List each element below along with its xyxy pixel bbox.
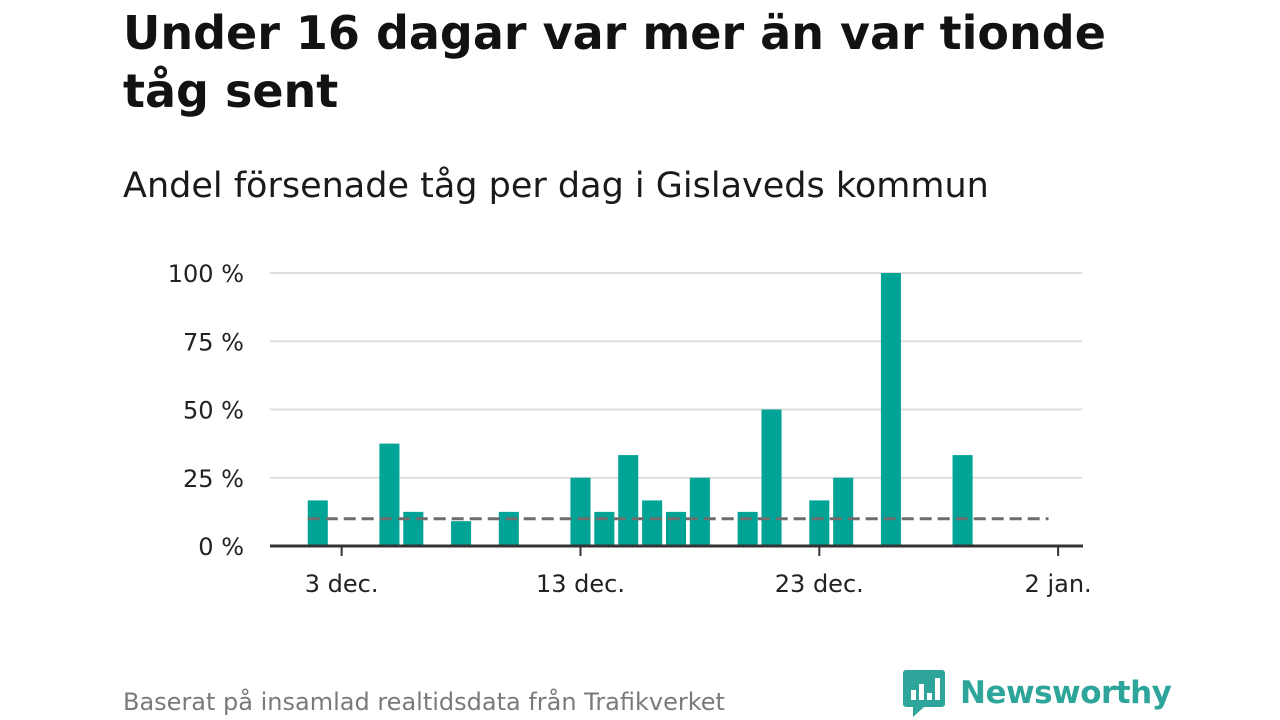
y-tick-label: 50 % — [183, 397, 244, 425]
source-note: Baserat på insamlad realtidsdata från Tr… — [123, 688, 725, 716]
bar — [498, 511, 519, 546]
brand-name: Newsworthy — [960, 675, 1172, 711]
y-axis-ticks: 0 % 25 % 50 % 75 % 100 % — [168, 260, 244, 561]
bar — [403, 511, 424, 546]
y-tick-label: 100 % — [168, 260, 244, 288]
bar — [379, 443, 400, 546]
x-axis: 3 dec. 13 dec. 23 dec. 2 jan. — [270, 544, 1092, 598]
y-tick-label: 75 % — [183, 328, 244, 356]
chart-title: Under 16 dagar var mer än var tionde tåg… — [123, 6, 1106, 118]
x-tick-label: 3 dec. — [305, 570, 379, 598]
newsworthy-logo-icon — [903, 670, 945, 717]
brand-logo: Newsworthy — [902, 668, 1172, 718]
bar — [665, 511, 687, 546]
bar — [570, 477, 591, 546]
bar — [594, 511, 615, 546]
bars — [307, 273, 973, 546]
bar — [689, 477, 710, 546]
y-tick-label: 25 % — [183, 465, 244, 493]
x-tick-label: 13 dec. — [536, 570, 625, 598]
chart-subtitle: Andel försenade tåg per dag i Gislaveds … — [123, 166, 989, 206]
bar — [880, 273, 901, 546]
bar — [761, 409, 782, 546]
bar — [307, 500, 328, 546]
gridlines — [270, 272, 1082, 479]
x-tick-label: 2 jan. — [1025, 570, 1092, 598]
bar — [952, 455, 973, 546]
x-tick-label: 23 dec. — [775, 570, 864, 598]
bar — [809, 500, 830, 546]
bar — [618, 455, 639, 546]
bar — [451, 521, 472, 546]
bar — [737, 511, 758, 546]
bar — [642, 500, 663, 546]
y-tick-label: 0 % — [198, 533, 244, 561]
bar — [833, 477, 854, 546]
bar-chart: 0 % 25 % 50 % 75 % 100 % 3 dec. 13 dec. 23 dec… — [168, 260, 1092, 598]
